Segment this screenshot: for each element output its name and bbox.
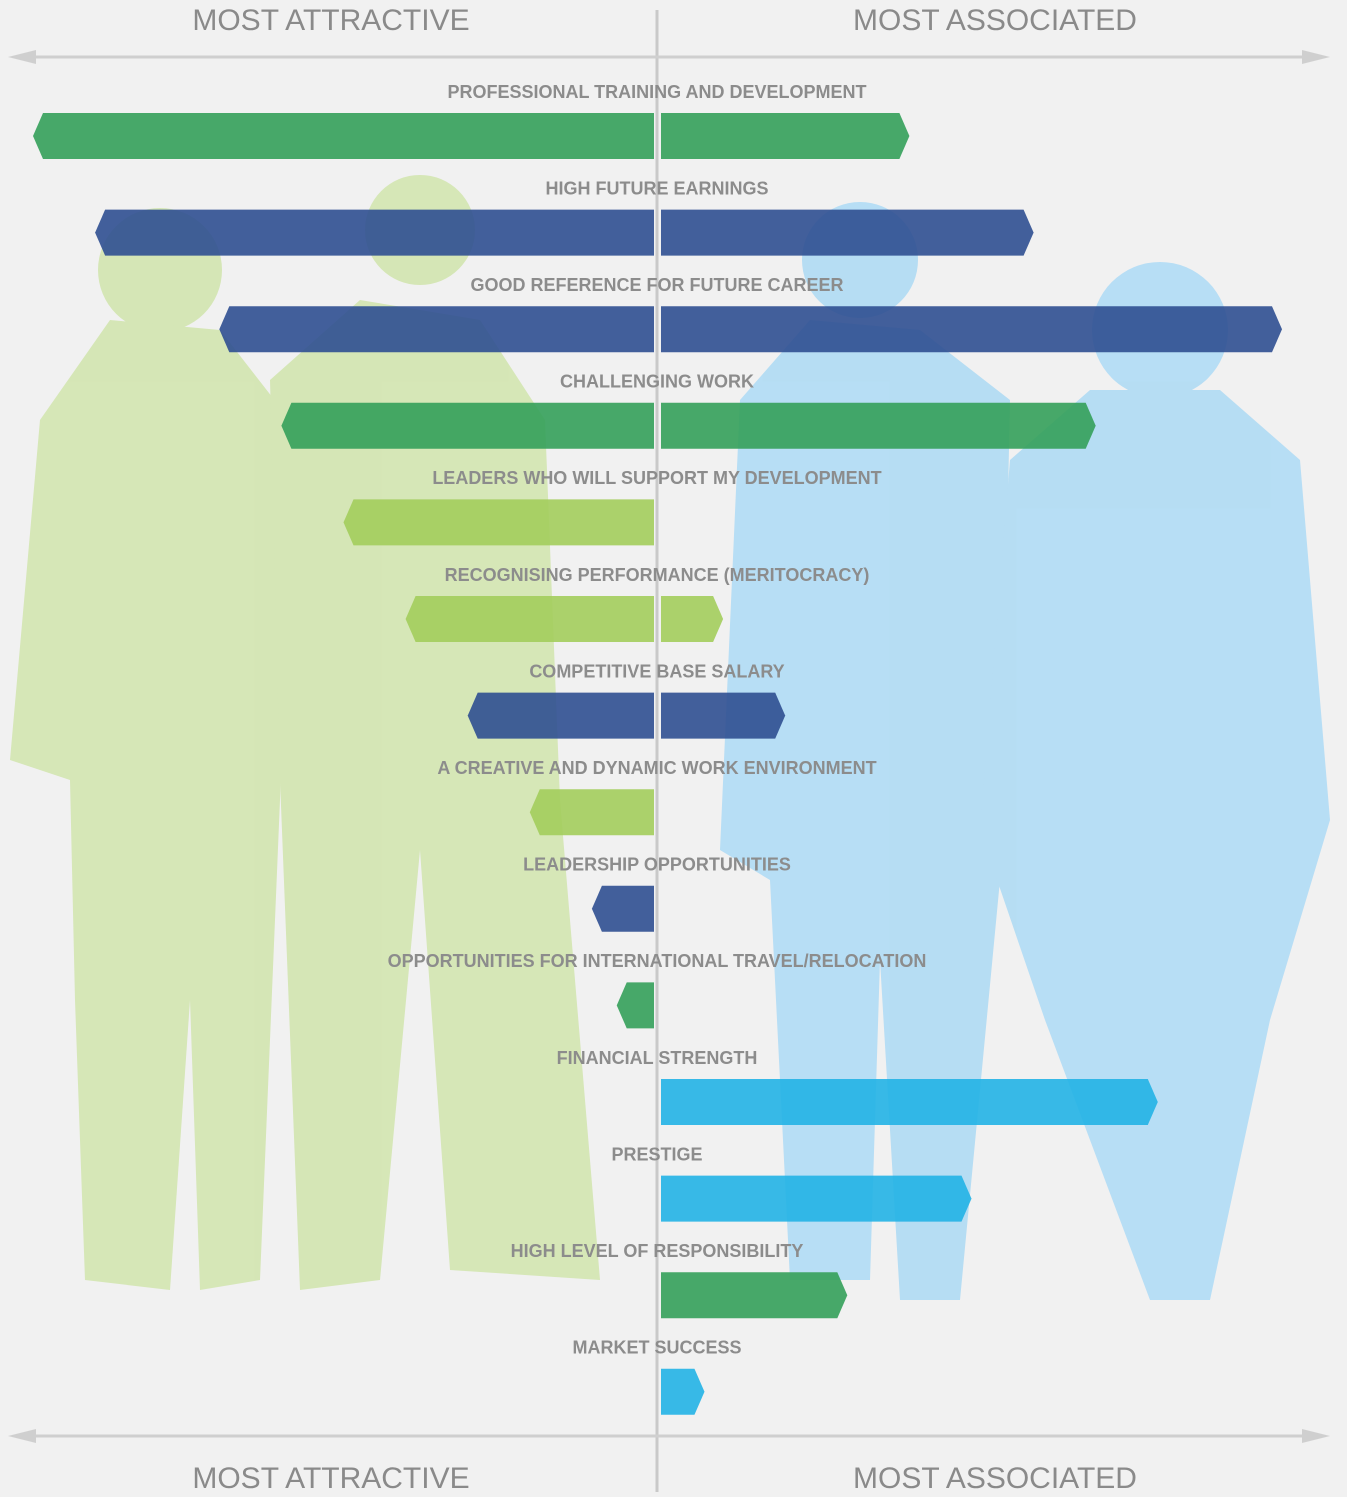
right-heading: MOST ASSOCIATED [853, 4, 1137, 37]
category-label: MARKET SUCCESS [572, 1338, 741, 1358]
bar-left [467, 692, 654, 739]
bar-left [405, 596, 654, 642]
category-label: OPPORTUNITIES FOR INTERNATIONAL TRAVEL/R… [388, 951, 927, 971]
bar-left [591, 885, 654, 932]
bar-left [529, 789, 654, 836]
bar-right [661, 113, 910, 159]
category-label: GOOD REFERENCE FOR FUTURE CAREER [470, 275, 843, 295]
category-label: LEADERSHIP OPPORTUNITIES [523, 855, 791, 875]
bar-left [219, 306, 655, 353]
silhouettes [10, 175, 1330, 1300]
category-label: HIGH FUTURE EARNINGS [545, 178, 768, 198]
category-label: COMPETITIVE BASE SALARY [529, 661, 784, 681]
bar-left [616, 982, 654, 1029]
bar-right [661, 692, 786, 739]
category-label: A CREATIVE AND DYNAMIC WORK ENVIRONMENT [437, 758, 876, 778]
bar-left [343, 499, 654, 546]
bar-left [33, 113, 654, 159]
left-heading: MOST ATTRACTIVE [192, 1462, 469, 1495]
category-label: PRESTIGE [611, 1144, 702, 1164]
bar-right [661, 1368, 705, 1415]
category-label: CHALLENGING WORK [560, 372, 754, 392]
bar-right [661, 1175, 972, 1222]
category-label: PROFESSIONAL TRAINING AND DEVELOPMENT [447, 82, 866, 102]
bar-right [661, 1079, 1158, 1125]
bar-left [281, 402, 654, 449]
bar-right [661, 596, 724, 642]
category-label: RECOGNISING PERFORMANCE (MERITOCRACY) [445, 565, 870, 585]
category-label: LEADERS WHO WILL SUPPORT MY DEVELOPMENT [432, 468, 881, 488]
category-label: FINANCIAL STRENGTH [557, 1048, 758, 1068]
category-label: HIGH LEVEL OF RESPONSIBILITY [511, 1241, 804, 1261]
bar-left [95, 209, 655, 256]
axis-arrows [8, 50, 1330, 1443]
bar-right [661, 306, 1282, 353]
left-heading: MOST ATTRACTIVE [192, 4, 469, 37]
right-heading: MOST ASSOCIATED [853, 1462, 1137, 1495]
bar-right [661, 209, 1034, 256]
bar-right [661, 1272, 848, 1319]
bar-right [661, 402, 1096, 449]
